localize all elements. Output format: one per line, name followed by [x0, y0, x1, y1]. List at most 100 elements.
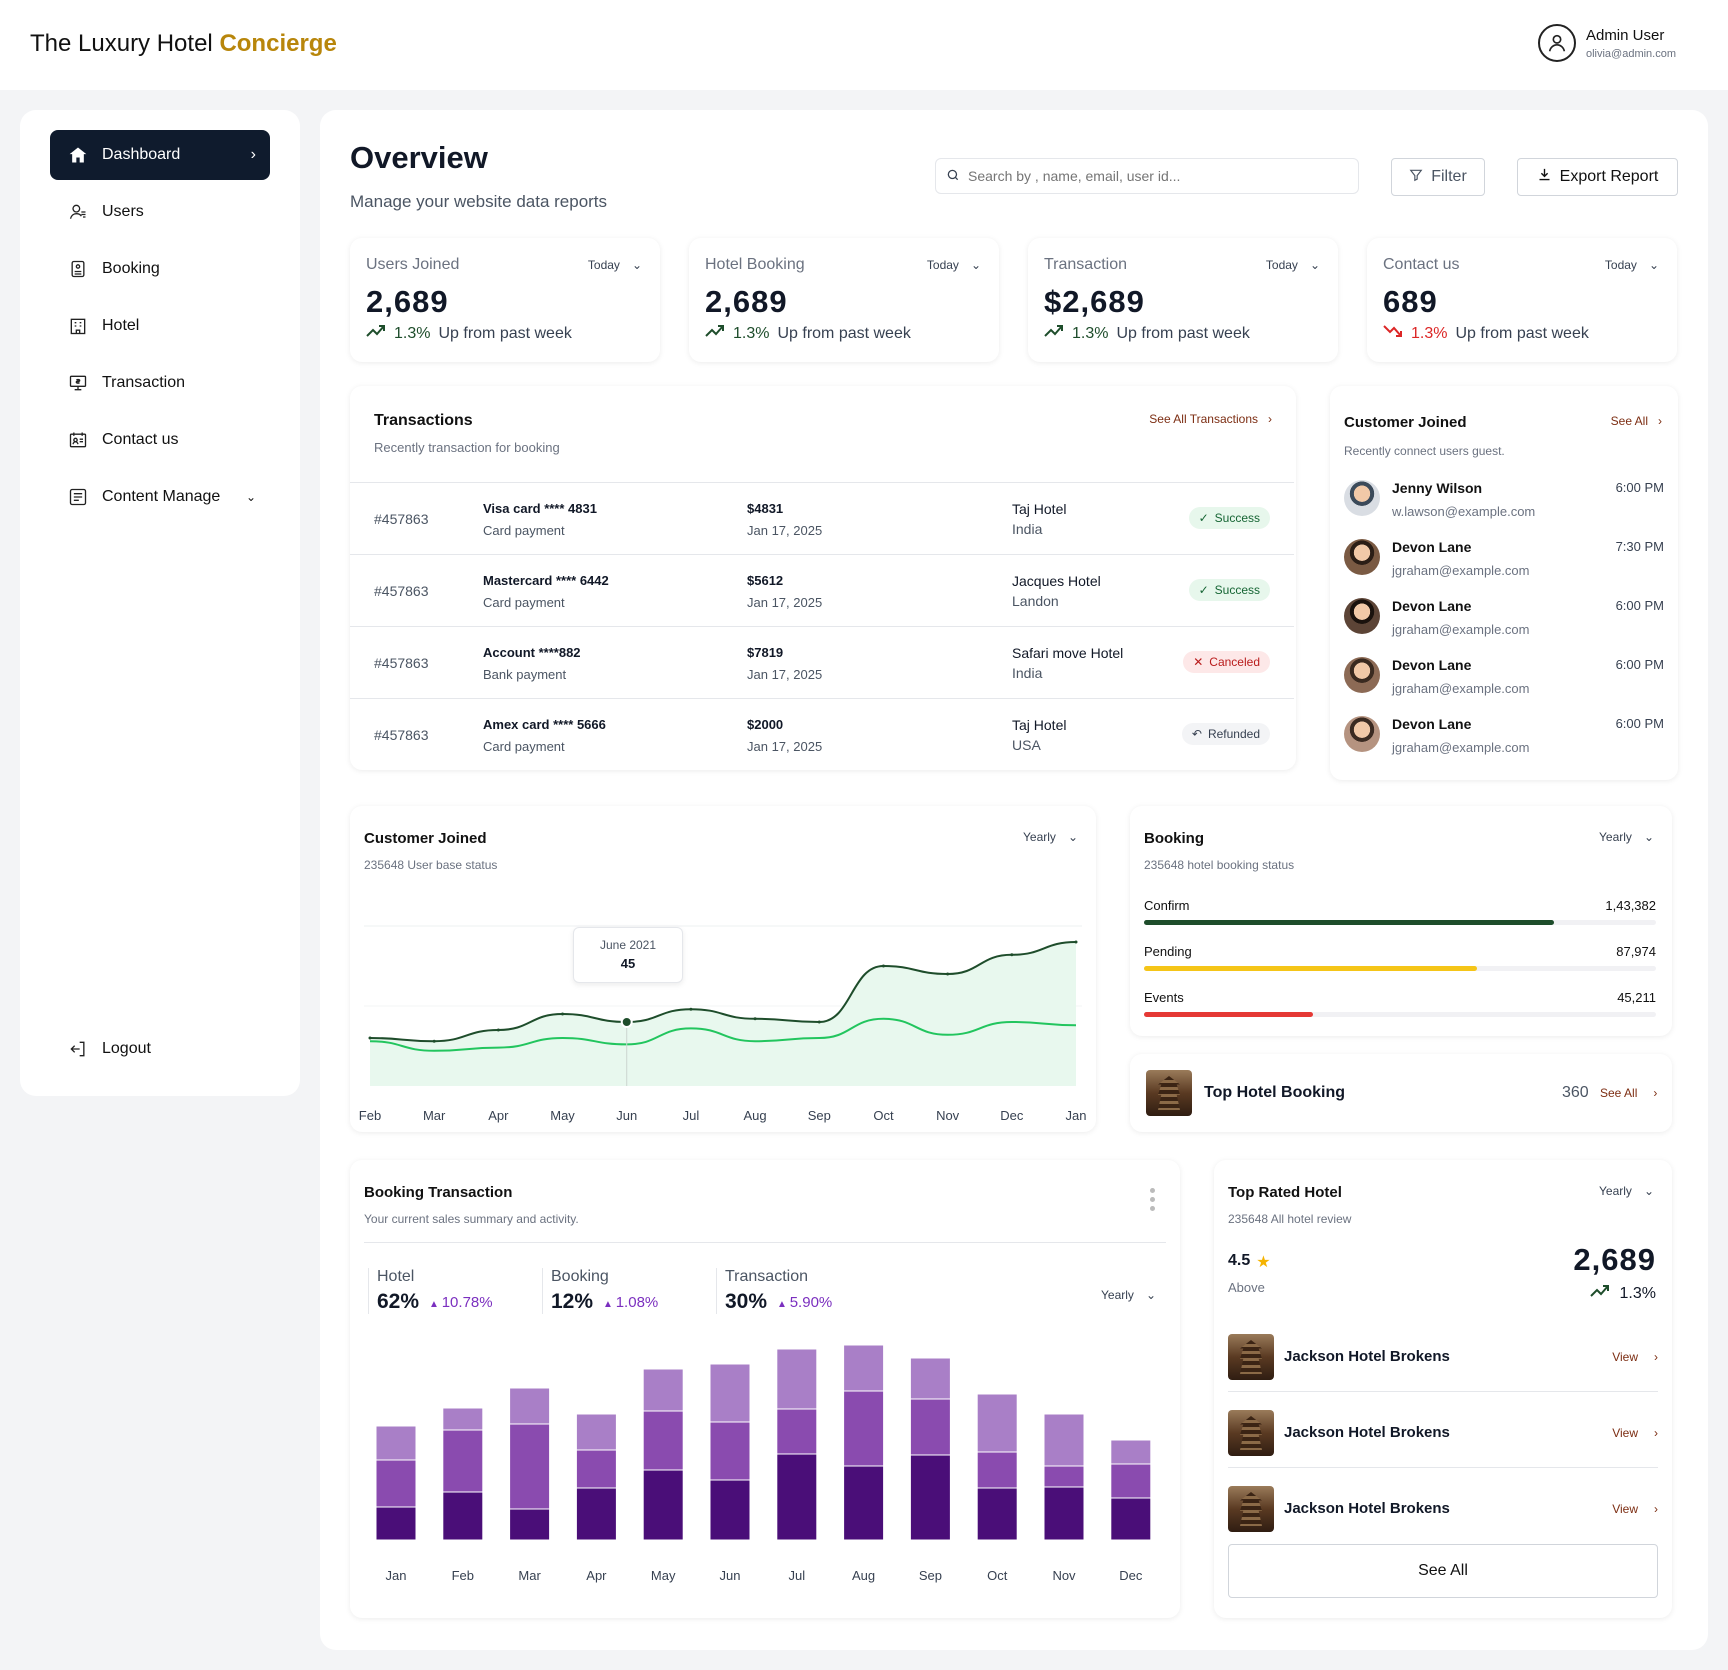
- x-tick-label: Apr: [586, 1568, 607, 1583]
- view-hotel-link[interactable]: View ›: [1612, 1502, 1658, 1516]
- see-all-transactions-link[interactable]: See All Transactions ›: [1149, 412, 1272, 426]
- x-tick-label: Feb: [358, 1108, 382, 1123]
- admin-profile[interactable]: Admin User olivia@admin.com: [1537, 24, 1676, 62]
- list-item[interactable]: Devon Lane jgraham@example.com 6:00 PM: [1344, 598, 1664, 656]
- sidebar-item-users[interactable]: Users: [50, 187, 270, 237]
- stat-change: 1.3% Up from past week: [1044, 324, 1250, 343]
- search-input[interactable]: [968, 168, 1328, 184]
- sidebar: Dashboard › Users Booking Hotel Transact…: [20, 110, 300, 1096]
- booking-period-dropdown[interactable]: Yearly ⌄: [1599, 830, 1654, 844]
- see-all-customers-link[interactable]: See All ›: [1611, 414, 1662, 428]
- customer-time: 6:00 PM: [1615, 480, 1664, 495]
- top-rated-period-dropdown[interactable]: Yearly ⌄: [1599, 1184, 1654, 1198]
- table-row[interactable]: #457863 Visa card **** 4831 Card payment $4…: [350, 482, 1294, 554]
- period-label: Yearly: [1599, 830, 1632, 844]
- see-all-label: See All: [1600, 1086, 1638, 1100]
- sidebar-item-booking[interactable]: Booking: [50, 244, 270, 294]
- chevron-right-icon: ›: [1658, 414, 1662, 428]
- stat-period-dropdown[interactable]: Today ⌄: [1266, 258, 1320, 272]
- list-item[interactable]: Jackson Hotel Brokens View ›: [1228, 1326, 1658, 1392]
- change-note: Up from past week: [777, 324, 911, 342]
- kpi-values: 12% ▲ 1.08%: [551, 1290, 658, 1314]
- see-all-hotels-button[interactable]: See All: [1228, 1544, 1658, 1598]
- top-rated-total: 2,689: [1573, 1242, 1656, 1277]
- period-label: Yearly: [1023, 830, 1056, 844]
- list-item[interactable]: Devon Lane jgraham@example.com 6:00 PM: [1344, 657, 1664, 715]
- kpi-values: 62% ▲ 10.78%: [377, 1290, 493, 1314]
- sidebar-item-contact[interactable]: Contact us: [50, 415, 270, 465]
- table-row[interactable]: #457863 Amex card **** 5666 Card payment $2…: [350, 698, 1294, 770]
- list-item[interactable]: Devon Lane jgraham@example.com 7:30 PM: [1344, 539, 1664, 597]
- data-point: [368, 1036, 372, 1040]
- period-label: Today: [587, 258, 620, 272]
- kpi-change-value: 10.78%: [441, 1293, 493, 1311]
- hotel-name: Jackson Hotel Brokens: [1284, 1424, 1450, 1441]
- table-row[interactable]: #457863 Account ****882 Bank payment $7819 J…: [350, 626, 1294, 698]
- filter-button[interactable]: Filter: [1391, 158, 1485, 196]
- bar-segment: [1110, 1463, 1152, 1499]
- hotel-thumbnail: [1146, 1070, 1192, 1116]
- kpi-values: 30% ▲ 5.90%: [725, 1290, 832, 1314]
- stat-card: Contact us Today ⌄ 689 1.3% Up from past week: [1367, 238, 1677, 362]
- booking-subtitle: 235648 hotel booking status: [1144, 858, 1295, 872]
- list-item[interactable]: Jackson Hotel Brokens View ›: [1228, 1402, 1658, 1468]
- tx-hotel: Jacques Hotel: [1012, 573, 1101, 589]
- stat-period-dropdown[interactable]: Today ⌄: [588, 258, 642, 272]
- rating: 4.5 ★: [1228, 1252, 1271, 1272]
- kpi-change-value: 1.08%: [615, 1293, 659, 1311]
- bar-segment: [575, 1413, 617, 1451]
- list-item[interactable]: Devon Lane jgraham@example.com 6:00 PM: [1344, 716, 1664, 774]
- top-hotel-booking-card[interactable]: Top Hotel Booking 360 See All ›: [1130, 1054, 1672, 1132]
- bar-segment: [909, 1454, 951, 1541]
- transactions-subtitle: Recently transaction for booking: [374, 440, 560, 455]
- export-report-button[interactable]: Export Report: [1517, 158, 1678, 196]
- top-rated-title: Top Rated Hotel: [1228, 1184, 1342, 1201]
- tx-id: #457863: [374, 583, 429, 599]
- bar-segment: [709, 1363, 751, 1423]
- more-options-icon[interactable]: [1150, 1188, 1156, 1211]
- avatar: [1344, 480, 1380, 516]
- page-title: Overview: [350, 140, 488, 175]
- customer-email: jgraham@example.com: [1392, 622, 1530, 637]
- chevron-right-icon: ›: [1654, 1350, 1658, 1364]
- customer-name: Devon Lane: [1392, 716, 1472, 732]
- table-row[interactable]: #457863 Mastercard **** 6442 Card payment $…: [350, 554, 1294, 626]
- x-tick-label: Nov: [1052, 1568, 1076, 1583]
- bar-segment: [909, 1357, 951, 1400]
- top-booking-see-all-link[interactable]: See All ›: [1600, 1086, 1657, 1100]
- view-hotel-link[interactable]: View ›: [1612, 1426, 1658, 1440]
- progress-fill: [1144, 1012, 1313, 1017]
- booking-tx-period-dropdown[interactable]: Yearly ⌄: [1101, 1288, 1156, 1302]
- data-point: [817, 1020, 821, 1024]
- stat-period-dropdown[interactable]: Today ⌄: [1605, 258, 1659, 272]
- stat-value: 689: [1383, 284, 1438, 319]
- sidebar-item-content-manage[interactable]: Content Manage ⌄: [50, 472, 270, 522]
- chevron-down-icon: ⌄: [245, 490, 256, 504]
- progress-label: Pending: [1144, 944, 1192, 959]
- transactions-title: Transactions: [374, 412, 473, 429]
- x-tick-label: Apr: [488, 1108, 509, 1123]
- see-all-label: See All: [1418, 1562, 1468, 1579]
- bar-segment: [843, 1390, 885, 1467]
- list-item[interactable]: Jenny Wilson w.lawson@example.com 6:00 PM: [1344, 480, 1664, 538]
- chevron-down-icon: ⌄: [1145, 1288, 1156, 1302]
- x-tick-label: Sep: [919, 1568, 942, 1583]
- customer-chart-period-dropdown[interactable]: Yearly ⌄: [1023, 830, 1078, 844]
- customer-time: 7:30 PM: [1615, 539, 1664, 554]
- customer-email: jgraham@example.com: [1392, 740, 1530, 755]
- admin-name: Admin User: [1585, 26, 1665, 44]
- brand-logo[interactable]: The Luxury Hotel Concierge: [30, 30, 337, 58]
- search-bar[interactable]: [935, 158, 1359, 194]
- trend-down-icon: [1383, 324, 1403, 343]
- trend-up-icon: [1044, 324, 1064, 343]
- view-hotel-link[interactable]: View ›: [1612, 1350, 1658, 1364]
- customer-time: 6:00 PM: [1615, 657, 1664, 672]
- sidebar-item-dashboard[interactable]: Dashboard ›: [50, 130, 270, 180]
- logout-button[interactable]: Logout: [50, 1024, 270, 1074]
- sidebar-item-hotel[interactable]: Hotel: [50, 301, 270, 351]
- list-item[interactable]: Jackson Hotel Brokens View ›: [1228, 1478, 1658, 1544]
- stat-period-dropdown[interactable]: Today ⌄: [927, 258, 981, 272]
- x-tick-label: Jul: [682, 1108, 700, 1123]
- sidebar-item-transaction[interactable]: Transaction: [50, 358, 270, 408]
- stat-title: Transaction: [1044, 256, 1127, 273]
